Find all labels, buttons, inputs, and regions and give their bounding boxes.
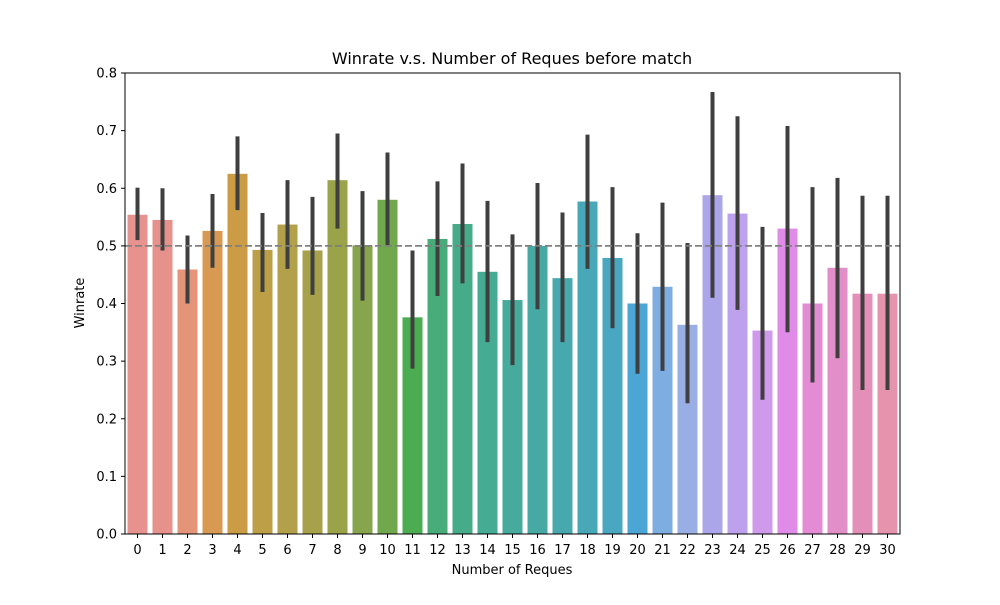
y-tick-label: 0.0	[96, 528, 117, 543]
x-tick-label: 30	[879, 543, 896, 558]
x-tick-label: 24	[729, 543, 746, 558]
bar-12	[427, 238, 448, 534]
x-tick-label: 1	[158, 543, 166, 558]
bar-15	[502, 300, 523, 534]
x-tick-label: 3	[208, 543, 216, 558]
x-tick-label: 10	[379, 543, 396, 558]
x-tick-label: 18	[579, 543, 596, 558]
bar-13	[452, 223, 473, 535]
y-tick-label: 0.6	[96, 182, 117, 197]
bar-3	[202, 230, 223, 534]
bar-26	[777, 228, 798, 534]
bar-19	[602, 257, 623, 534]
y-axis: 0.0 0.1 0.2 0.3 0.4 0.5 0.6 0.7 0.8	[96, 67, 125, 543]
bar-27	[802, 303, 823, 534]
bar-17	[552, 278, 573, 534]
y-tick-label: 0.5	[96, 239, 117, 254]
y-tick-label: 0.2	[96, 412, 117, 427]
error-bars-layer	[135, 92, 890, 404]
bar-28	[827, 267, 848, 534]
x-tick-label: 9	[358, 543, 366, 558]
bars-layer	[127, 173, 898, 535]
bar-4	[227, 173, 248, 534]
bar-29	[852, 293, 873, 534]
x-tick-label: 25	[754, 543, 771, 558]
bar-16	[527, 245, 548, 535]
x-tick-label: 21	[654, 543, 671, 558]
x-axis: 0 1 2 3 4 5 6 7 8 9 10 11 12 13 14 15 16 17 18 19 20 21 22 23 24…	[133, 534, 896, 558]
y-tick-label: 0.4	[96, 297, 117, 312]
bar-23	[702, 195, 723, 535]
x-tick-label: 13	[454, 543, 471, 558]
x-tick-label: 28	[829, 543, 846, 558]
x-tick-label: 23	[704, 543, 721, 558]
x-tick-label: 5	[258, 543, 266, 558]
bar-30	[877, 293, 898, 534]
bar-25	[752, 330, 773, 534]
bar-5	[252, 249, 273, 534]
x-tick-label: 29	[854, 543, 871, 558]
bar-14	[477, 271, 498, 534]
x-tick-label: 6	[283, 543, 291, 558]
y-tick-label: 0.3	[96, 355, 117, 370]
x-tick-label: 17	[554, 543, 571, 558]
x-tick-label: 8	[333, 543, 341, 558]
bar-24	[727, 213, 748, 534]
bar-21	[652, 286, 673, 534]
bar-8	[327, 180, 348, 534]
x-tick-label: 2	[183, 543, 191, 558]
x-tick-label: 12	[429, 543, 446, 558]
bar-1	[152, 219, 173, 534]
x-tick-label: 16	[529, 543, 546, 558]
chart-title: Winrate v.s. Number of Reques before mat…	[332, 49, 692, 68]
y-tick-label: 0.7	[96, 124, 117, 139]
x-tick-label: 11	[404, 543, 421, 558]
y-tick-label: 0.8	[96, 67, 117, 82]
x-tick-label: 14	[479, 543, 496, 558]
x-tick-label: 19	[604, 543, 621, 558]
bar-2	[177, 269, 198, 534]
bar-11	[402, 317, 423, 534]
bar-6	[277, 224, 298, 535]
bar-9	[352, 245, 373, 535]
y-tick-label: 0.1	[96, 470, 117, 485]
x-tick-label: 7	[308, 543, 316, 558]
bar-22	[677, 324, 698, 534]
x-tick-label: 0	[133, 543, 141, 558]
x-tick-label: 4	[233, 543, 241, 558]
bar-7	[302, 250, 323, 535]
y-axis-label: Winrate	[73, 278, 88, 329]
x-tick-label: 27	[804, 543, 821, 558]
bar-20	[627, 303, 648, 534]
x-tick-label: 22	[679, 543, 696, 558]
x-tick-label: 15	[504, 543, 521, 558]
x-axis-label: Number of Reques	[452, 563, 573, 578]
bar-18	[577, 201, 598, 534]
bar-0	[127, 214, 148, 534]
bar-10	[377, 199, 398, 534]
x-tick-label: 26	[779, 543, 796, 558]
x-tick-label: 20	[629, 543, 646, 558]
